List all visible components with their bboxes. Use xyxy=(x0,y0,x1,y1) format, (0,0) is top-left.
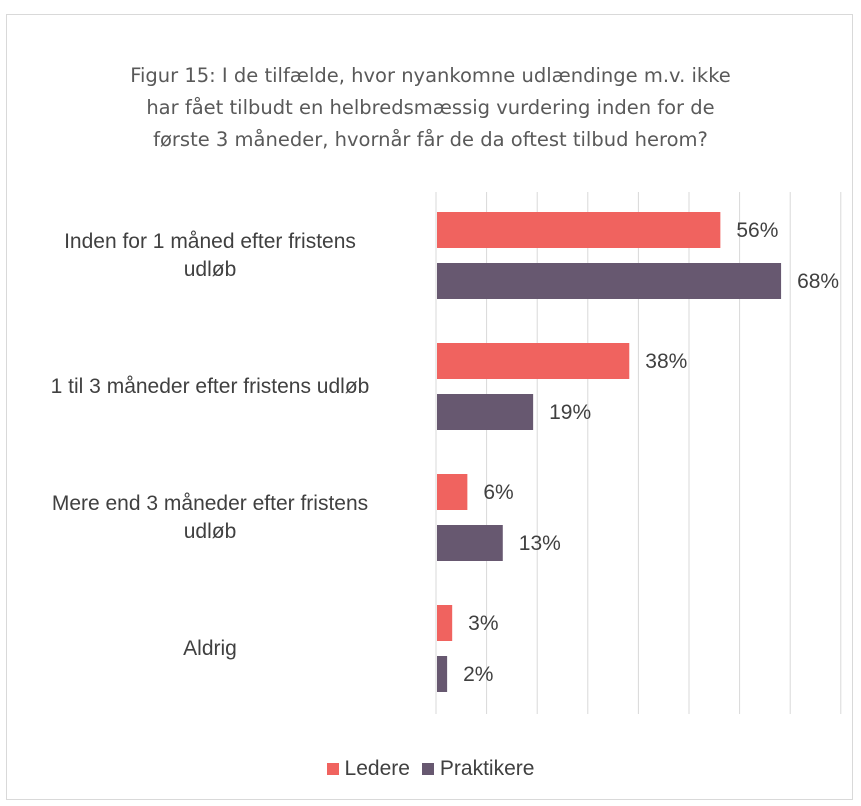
chart-frame xyxy=(6,14,853,800)
bar-ledere xyxy=(437,474,468,510)
bar-praktikere xyxy=(437,394,534,430)
category-label-line: udløb xyxy=(183,519,237,543)
legend-label: Praktikere xyxy=(439,757,535,780)
category-label-line: Mere end 3 måneder efter fristens xyxy=(51,491,369,515)
bar-ledere xyxy=(437,343,630,379)
data-label: 56% xyxy=(736,219,778,242)
bar-praktikere xyxy=(437,263,782,299)
category-label: 1 til 3 måneder efter fristens udløb xyxy=(0,373,420,401)
chart-title: Figur 15: I de tilfælde, hvor nyankomne … xyxy=(80,60,781,156)
legend: Ledere Praktikere xyxy=(0,757,861,781)
data-label: 13% xyxy=(519,532,561,555)
data-label: 38% xyxy=(645,350,687,373)
legend-swatch xyxy=(326,763,339,775)
category-label-line: Aldrig xyxy=(183,636,237,660)
bar-praktikere xyxy=(437,525,503,561)
data-label: 3% xyxy=(468,612,498,635)
category-label: Inden for 1 måned efter fristens udløb xyxy=(0,228,420,284)
category-label-line: Inden for 1 måned efter fristens xyxy=(64,229,356,253)
data-label: 2% xyxy=(463,663,493,686)
bar-praktikere xyxy=(437,656,448,692)
category-label: Mere end 3 måneder efter fristens udløb xyxy=(0,490,420,546)
bar-ledere xyxy=(437,212,721,248)
chart-title-line: Figur 15: I de tilfælde, hvor nyankomne … xyxy=(130,64,731,87)
bar-ledere xyxy=(437,605,453,641)
chart-title-line: første 3 måneder, hvornår får de da ofte… xyxy=(153,128,708,151)
chart-title-line: har fået tilbudt en helbredsmæssig vurde… xyxy=(146,96,715,119)
legend-item: Praktikere xyxy=(421,757,535,781)
data-label: 19% xyxy=(549,401,591,424)
category-label-line: 1 til 3 måneder efter fristens udløb xyxy=(50,374,370,398)
category-label: Aldrig xyxy=(0,635,420,663)
category-label-line: udløb xyxy=(183,257,237,281)
legend-swatch xyxy=(421,763,434,775)
data-label: 6% xyxy=(483,481,513,504)
legend-label: Ledere xyxy=(344,757,410,780)
data-label: 68% xyxy=(797,270,839,293)
legend-item: Ledere xyxy=(326,757,410,781)
